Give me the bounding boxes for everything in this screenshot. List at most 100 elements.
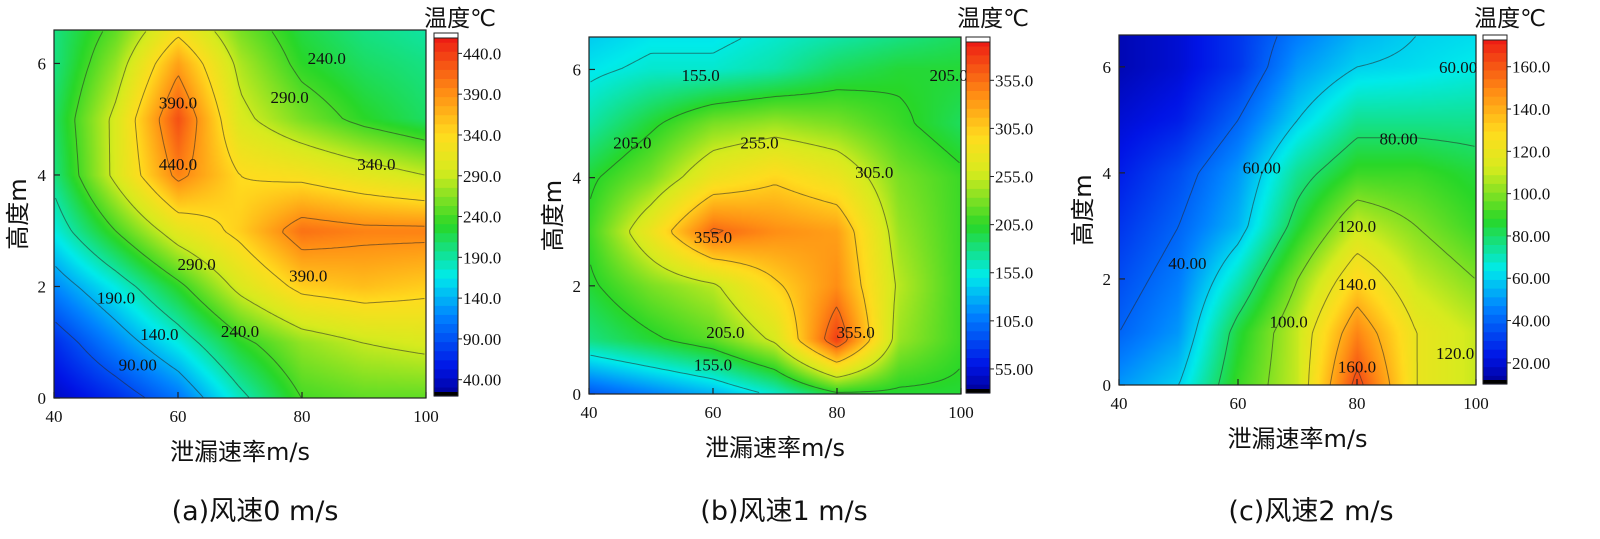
- contour-line: [1120, 36, 1278, 331]
- y-tick-label: 4: [573, 169, 582, 188]
- contour-label: 155.0: [694, 355, 732, 374]
- colorbar-band: [966, 339, 990, 350]
- contour-label: 90.00: [119, 356, 157, 375]
- colorbar-band: [434, 187, 458, 197]
- contour-line: [158, 75, 425, 251]
- contour-label: 140.0: [140, 325, 178, 344]
- colorbar-band: [966, 134, 990, 145]
- colorbar-band: [434, 341, 458, 352]
- colorbar-band: [434, 123, 458, 134]
- x-tick-label: 80: [829, 403, 846, 422]
- colorbar-band: [1483, 349, 1507, 359]
- colorbar-band: [434, 51, 458, 61]
- colorbar-tick-label: 205.0: [995, 216, 1033, 235]
- colorbar-band: [434, 169, 458, 179]
- contour-label: 160.0: [1338, 357, 1376, 376]
- colorbar-band: [434, 250, 458, 261]
- contour-line: [590, 38, 760, 393]
- colorbar-band: [1483, 270, 1507, 280]
- contour-label: 255.0: [740, 133, 778, 152]
- contour-line: [590, 89, 960, 393]
- colorbar-band: [1483, 279, 1507, 289]
- colorbar-band: [434, 377, 458, 388]
- colorbar-band: [434, 150, 458, 161]
- contour-line: [1267, 199, 1475, 385]
- contour-line: [1307, 252, 1418, 385]
- colorbar-band: [434, 305, 458, 315]
- contour-label: 340.0: [357, 155, 395, 174]
- colorbar-band: [434, 359, 458, 370]
- contour-label: 305.0: [855, 163, 893, 182]
- colorbar-band: [1483, 104, 1507, 115]
- colorbar-band: [966, 321, 990, 332]
- x-tick-label: 100: [413, 407, 439, 426]
- colorbar-band: [966, 45, 990, 56]
- y-tick-label: 0: [38, 389, 47, 408]
- x-tick-label: 60: [170, 407, 187, 426]
- contour-line: [1329, 306, 1391, 385]
- colorbar-band: [434, 323, 458, 334]
- colorbar-band: [1483, 244, 1507, 254]
- colorbar-band: [1483, 331, 1507, 341]
- colorbar-tick-label: 20.00: [1512, 354, 1550, 373]
- y-tick-label: 2: [1103, 270, 1112, 289]
- colorbar-tick-label: 40.00: [1512, 312, 1550, 331]
- colorbar-tick-label: 140.0: [1512, 100, 1550, 119]
- contour-label: 205.0: [613, 133, 651, 152]
- colorbar-tick-label: 355.0: [995, 71, 1033, 90]
- contour-label: 290.0: [177, 255, 215, 274]
- heatmap-panel-1: 240.0 390.0 290.0 440.0 340.0 290.0 390.0 190.0…: [4, 6, 501, 527]
- y-tick-label: 6: [1103, 58, 1112, 77]
- colorbar-band: [966, 312, 990, 323]
- contour-line: [108, 31, 425, 355]
- colorbar-band: [1483, 96, 1507, 106]
- contour-label: 155.0: [681, 66, 719, 85]
- contour-label: 40.00: [1168, 254, 1206, 273]
- y-axis-label: 高度m: [1069, 174, 1097, 245]
- colorbar-tick-label: 140.0: [463, 289, 501, 308]
- colorbar-band: [1483, 183, 1507, 193]
- colorbar-band: [966, 375, 990, 385]
- colorbar-band: [434, 132, 458, 143]
- x-tick-label: 100: [948, 403, 974, 422]
- colorbar-band: [434, 160, 458, 170]
- colorbar-band: [966, 99, 990, 109]
- contour-line: [1351, 369, 1364, 385]
- contour-line: [629, 136, 896, 378]
- colorbar-band: [1483, 87, 1507, 97]
- x-axis-label: 泄漏速率m/s: [705, 434, 845, 462]
- x-tick-label: 40: [1111, 394, 1128, 413]
- panel-caption: (c)风速2 m/s: [1228, 496, 1393, 527]
- colorbar-band: [434, 287, 458, 297]
- colorbar-band: [1483, 165, 1507, 176]
- contour-lines: [1120, 36, 1475, 385]
- colorbar-band: [434, 386, 458, 397]
- colorbar-band: [966, 72, 990, 83]
- colorbar-band: [966, 152, 990, 163]
- colorbar-band: [1483, 52, 1507, 62]
- colorbar-band: [1483, 288, 1507, 298]
- colorbar-band: [966, 63, 990, 74]
- y-axis-label: 高度m: [4, 178, 32, 249]
- colorbar-band: [1483, 192, 1507, 202]
- colorbar-tick-label: 60.00: [1512, 269, 1550, 288]
- colorbar-band: [966, 241, 990, 252]
- colorbar-band: [966, 357, 990, 367]
- y-tick-label: 0: [573, 385, 582, 404]
- colorbar-band: [434, 332, 458, 343]
- y-tick-label: 6: [573, 60, 582, 79]
- colorbar-band: [966, 90, 990, 100]
- colorbar-band: [434, 42, 458, 52]
- colorbar-band: [434, 196, 458, 207]
- colorbar-band: [1483, 174, 1507, 184]
- x-tick-label: 100: [1463, 394, 1489, 413]
- contour-label: 355.0: [694, 228, 732, 247]
- heatmap-panel-2: 155.0 205.0 205.0 255.0 305.0 355.0 205.0 355.0…: [539, 6, 1033, 527]
- colorbar-band: [966, 54, 990, 65]
- x-tick-label: 60: [1230, 394, 1247, 413]
- colorbar-band: [434, 69, 458, 79]
- colorbar-band: [434, 205, 458, 216]
- colorbar-tick-label: 155.0: [995, 264, 1033, 283]
- panel-caption: (b)风速1 m/s: [700, 496, 867, 527]
- colorbar-band: [434, 350, 458, 361]
